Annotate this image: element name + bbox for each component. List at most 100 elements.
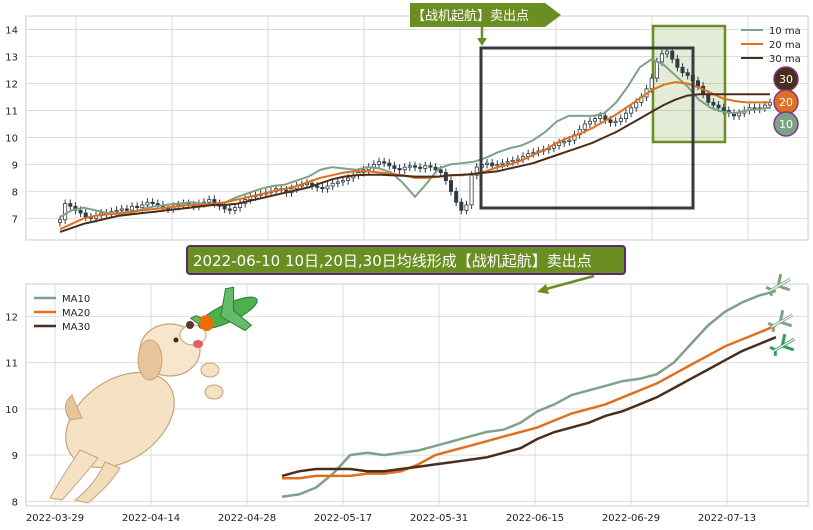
candle-body: [485, 162, 490, 165]
candle-body: [634, 101, 639, 109]
candle-body: [587, 120, 592, 125]
bottom-x-tick-label: 2022-06-29: [602, 513, 660, 524]
top-annotation-arrow-shape: [410, 3, 561, 27]
ma30-badge-label: 30: [779, 73, 793, 86]
candle-body: [387, 162, 392, 167]
candle-body: [510, 159, 515, 163]
legend-label-30ma: 30 ma: [769, 54, 801, 65]
candle-body: [315, 185, 320, 188]
top-ma-lines: [59, 58, 771, 233]
candle-body: [63, 203, 68, 221]
candle-body: [222, 205, 227, 210]
candle-body: [330, 182, 335, 187]
dog-body: [65, 371, 175, 469]
legend-label-10ma: 10 ma: [769, 26, 801, 37]
candle-body: [335, 181, 340, 184]
plane-nose: [199, 315, 214, 331]
candle-body: [124, 208, 129, 211]
bottom-annotation-pointer: [545, 274, 595, 291]
dog-eye: [173, 337, 179, 343]
top-line-20-ma: [59, 81, 770, 231]
candle-body: [428, 165, 433, 168]
candle-body: [500, 162, 505, 165]
top-y-tick-label: 13: [5, 52, 18, 63]
candle-body: [629, 107, 634, 114]
candle-body: [685, 72, 690, 76]
bottom-annotation-box: [186, 245, 626, 275]
bottom-x-tick-label: 2022-05-31: [410, 513, 468, 524]
top-y-tick-label: 11: [5, 106, 18, 117]
candle-body: [721, 107, 726, 111]
bottom-x-tick-label: 2022-04-28: [218, 513, 276, 524]
candle-body: [346, 177, 351, 182]
candle-body: [438, 169, 443, 173]
candle-body: [608, 119, 613, 124]
dog-leg-back-2: [73, 461, 121, 504]
candle-body: [711, 101, 716, 106]
ma10-badge: [773, 111, 799, 137]
candle-body: [659, 53, 664, 63]
bottom-x-tick-label: 2022-04-14: [122, 513, 180, 524]
line-end-plane-icons: [765, 273, 796, 356]
candle-body: [78, 209, 83, 214]
candle-body: [454, 191, 459, 203]
candle-body: [490, 162, 495, 167]
top-annotation-pointer-head: [477, 38, 487, 46]
legend-label-20ma: 20 ma: [769, 40, 801, 51]
top-line-30-ma: [59, 93, 770, 233]
candle-body: [464, 204, 469, 211]
candle-body: [232, 207, 237, 211]
top-plot-frame: [25, 15, 809, 241]
candle-body: [613, 120, 618, 124]
candle-body: [119, 208, 124, 211]
bottom-x-tick-label: 2022-07-13: [698, 513, 756, 524]
candle-body: [114, 209, 119, 213]
candle-body: [515, 158, 520, 161]
candle-body: [654, 61, 659, 79]
bottom-x-tick-label: 2022-03-29: [26, 513, 84, 524]
top-y-tick-label: 8: [12, 187, 18, 198]
candle-body: [675, 58, 680, 68]
candle-body: [670, 50, 675, 60]
candle-body: [402, 166, 407, 171]
plane-illustration: [189, 286, 258, 332]
candle-body: [716, 104, 721, 109]
bottom-annotation-text: 2022-06-10 10日,20日,30日均线形成【战机起航】卖出点: [193, 252, 592, 270]
bottom-x-tick-label: 2022-06-15: [506, 513, 564, 524]
dog-tail: [65, 394, 83, 421]
plane-wing: [220, 286, 253, 332]
dog-illustration: [49, 321, 224, 504]
airplane-icon-ma30: [769, 333, 796, 356]
bottom-ma-lines: [281, 289, 777, 499]
candle-body: [382, 161, 387, 164]
dog-ear: [137, 339, 163, 381]
candle-body: [207, 199, 212, 203]
candle-body: [227, 208, 232, 211]
candle-body: [567, 139, 572, 142]
candle-body: [469, 174, 474, 206]
candle-body: [340, 180, 345, 183]
top-y-tick-label: 10: [5, 133, 18, 144]
candle-body: [649, 77, 654, 90]
bottom-y-tick-label: 12: [5, 312, 18, 323]
candle-body: [593, 118, 598, 122]
airplane-icon-ma10: [765, 273, 792, 296]
candle-body: [130, 205, 135, 211]
candle-body: [531, 151, 536, 155]
candle-body: [562, 141, 567, 144]
candle-body: [737, 112, 742, 117]
top-y-tick-label: 12: [5, 79, 18, 90]
top-y-tick-label: 7: [12, 214, 18, 225]
dog-nose: [186, 321, 194, 329]
bottom-line-MA10: [281, 289, 777, 499]
candle-body: [423, 165, 428, 169]
bottom-y-tick-label: 8: [12, 497, 18, 508]
top-y-ticks: 7 8 9 10 11 12 13 14: [5, 25, 18, 225]
bottom-y-tick-label: 9: [12, 451, 18, 462]
bottom-annotation-pointer-head: [537, 284, 549, 294]
candle-body: [680, 66, 685, 74]
candle-body: [505, 161, 510, 164]
candle-body: [150, 201, 155, 204]
